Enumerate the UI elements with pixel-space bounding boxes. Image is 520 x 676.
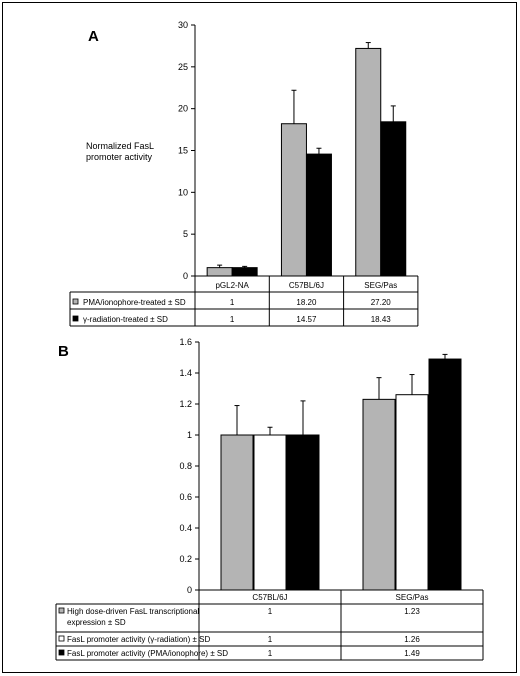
data-label: 1.26 [404,635,420,644]
y-tick-label: 1 [187,430,192,440]
bar [206,267,233,277]
bar [286,434,320,591]
data-label: 1.49 [404,649,420,658]
y-tick-label: 10 [178,187,188,197]
legend-label: expression ± SD [67,618,126,627]
data-label: 1.23 [404,607,420,616]
bar [253,434,287,591]
y-tick-label: 1.2 [179,399,192,409]
legend-label: PMA/ionophore-treated ± SD [83,298,186,307]
data-label: 1 [268,607,273,616]
bar [380,121,407,277]
y-tick-label: 5 [183,229,188,239]
bar [280,123,307,277]
y-axis-label: Normalized FasL [86,141,154,151]
y-tick-label: 0 [187,585,192,595]
category-label: SEG/Pas [396,593,429,602]
y-tick-label: 15 [178,146,188,156]
data-label: 14.57 [296,315,317,324]
bar [428,358,462,591]
legend-label: High dose-driven FasL transcriptional [67,607,199,616]
data-label: 1 [268,649,273,658]
bar [355,47,382,277]
bar [395,394,429,591]
y-tick-label: 0.4 [179,523,192,533]
y-tick-label: 0 [183,271,188,281]
data-label: 18.43 [371,315,392,324]
legend-swatch [58,635,65,642]
y-tick-label: 1.6 [179,337,192,347]
data-label: 18.20 [296,298,317,307]
category-label: C57BL/6J [252,593,287,602]
legend-label: FasL promoter activity (PMA/ionophore) ±… [67,649,228,658]
bar [231,267,258,277]
data-label: 1 [230,315,235,324]
bar [220,434,254,591]
y-tick-label: 0.8 [179,461,192,471]
y-axis-label: promoter activity [86,152,153,162]
y-tick-label: 1.4 [179,368,192,378]
data-label: 1 [230,298,235,307]
bar [362,398,396,591]
panel-label-a: A [88,28,99,45]
category-label: SEG/Pas [364,281,397,290]
legend-label: γ-radiation-treated ± SD [83,315,168,324]
y-tick-label: 0.6 [179,492,192,502]
y-tick-label: 20 [178,104,188,114]
bar [305,153,332,277]
panel-label-b: B [58,343,69,360]
legend-swatch [72,298,79,305]
category-label: C57BL/6J [289,281,324,290]
legend-swatch [58,649,65,656]
category-label: pGL2-NA [215,281,249,290]
legend-swatch [58,607,65,614]
data-label: 1 [268,635,273,644]
y-tick-label: 25 [178,62,188,72]
y-tick-label: 30 [178,20,188,30]
legend-swatch [72,315,79,322]
data-label: 27.20 [371,298,392,307]
legend-label: FasL promoter activity (γ-radiation) ± S… [67,635,210,644]
y-tick-label: 0.2 [179,554,192,564]
